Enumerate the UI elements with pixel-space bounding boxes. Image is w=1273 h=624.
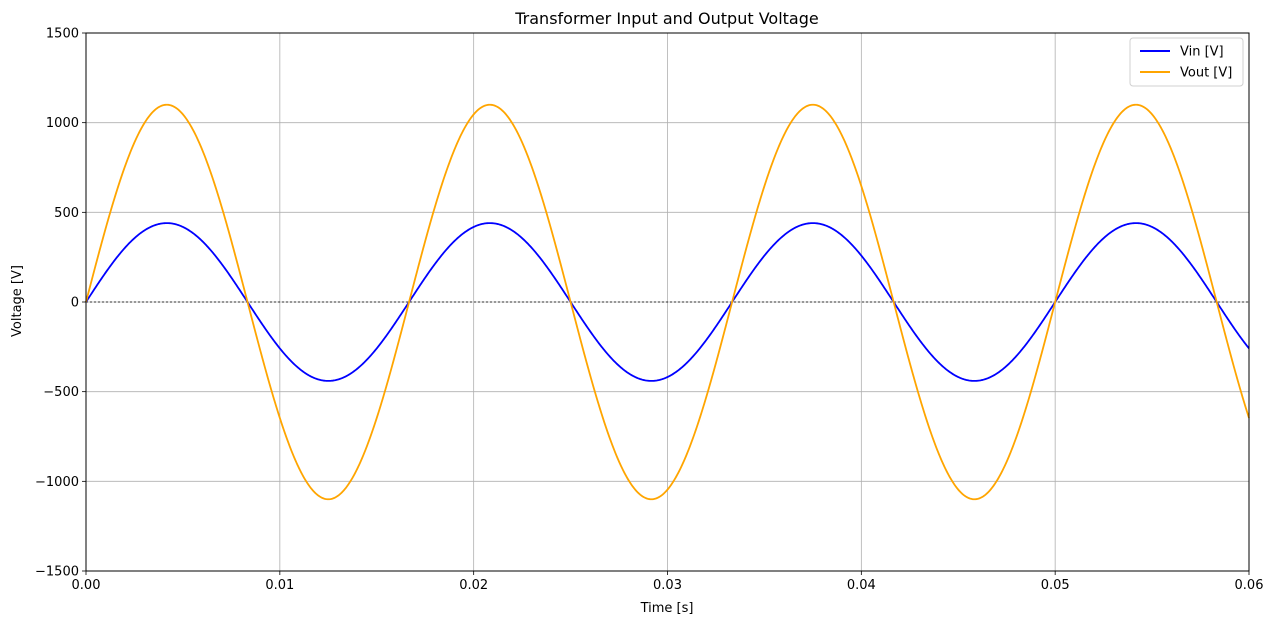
x-tick-label: 0.01 [265,578,294,593]
y-axis: −1500 −1000 −500 0 500 1000 1500 [35,27,86,580]
y-tick-label: −500 [43,385,79,400]
y-tick-label: 1500 [46,27,79,42]
y-axis-label: Voltage [V] [10,265,25,337]
y-tick-label: −1500 [35,565,79,580]
x-tick-label: 0.06 [1235,578,1264,593]
series-line [85,103,1250,501]
y-tick-label: 0 [71,296,79,311]
legend: Vin [V] Vout [V] [1129,37,1244,87]
legend-label: Vin [V] [1180,45,1224,60]
x-axis: 0.00 0.01 0.02 0.03 0.04 0.05 0.06 [72,571,1264,593]
x-axis-label: Time [s] [640,601,694,616]
x-tick-label: 0.03 [653,578,682,593]
y-tick-label: 1000 [46,116,79,131]
x-tick-label: 0.04 [847,578,876,593]
x-tick-label: 0.00 [72,578,101,593]
x-tick-label: 0.02 [459,578,488,593]
series-layer [85,103,1250,501]
chart-title: Transformer Input and Output Voltage [514,9,818,28]
legend-label: Vout [V] [1180,66,1232,81]
y-tick-label: 500 [54,206,79,221]
y-tick-label: −1000 [35,475,79,490]
x-tick-label: 0.05 [1041,578,1070,593]
